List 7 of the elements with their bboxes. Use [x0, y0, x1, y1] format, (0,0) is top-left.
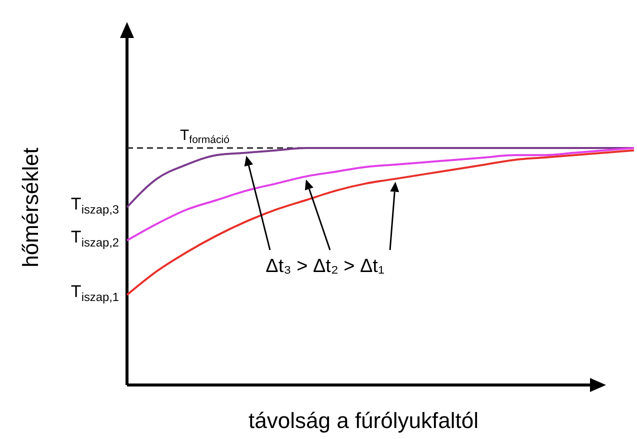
ref-line-label: T$_{formáció}$	[180, 127, 230, 146]
x-axis-title: távolság a fúrólyukfaltól	[248, 408, 478, 433]
text: T$_{iszap,1}$	[70, 282, 120, 304]
y-axis-title: hőmérséklet	[18, 148, 43, 268]
text: T$_{iszap,3}$	[70, 194, 120, 216]
text: T$_{iszap,2}$	[70, 227, 120, 250]
annotation: Δt₃ > Δt₂ > Δt₁	[266, 256, 384, 277]
